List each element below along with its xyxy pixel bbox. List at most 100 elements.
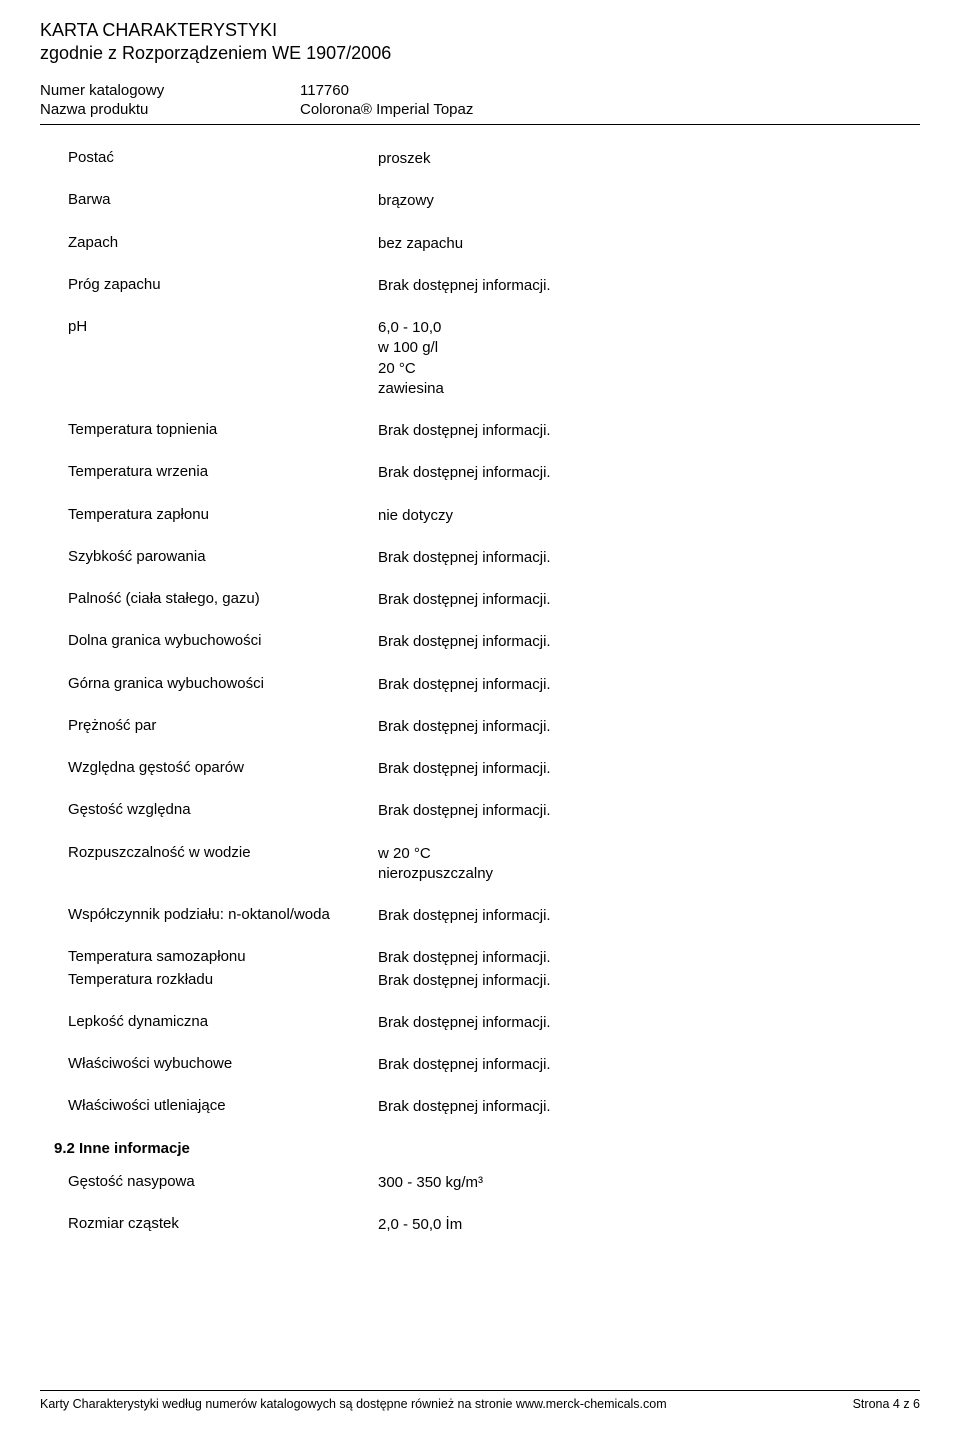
property-row: Barwabrązowy: [40, 191, 920, 211]
property-row: Próg zapachuBrak dostępnej informacji.: [40, 276, 920, 296]
property-value: Brak dostępnej informacji.: [378, 463, 920, 483]
property-row: Górna granica wybuchowościBrak dostępnej…: [40, 675, 920, 695]
property-value-line: proszek: [378, 149, 920, 169]
property-value: bez zapachu: [378, 234, 920, 254]
property-label: Górna granica wybuchowości: [68, 675, 378, 695]
property-value: w 20 °Cnierozpuszczalny: [378, 844, 920, 885]
meta-row-catalog: Numer katalogowy 117760: [40, 82, 920, 99]
property-label: Temperatura wrzenia: [68, 463, 378, 483]
property-value-line: Brak dostępnej informacji.: [378, 759, 920, 779]
property-value-line: Brak dostępnej informacji.: [378, 632, 920, 652]
property-value: Brak dostępnej informacji.: [378, 1055, 920, 1075]
property-row: Współczynnik podziału: n-oktanol/wodaBra…: [40, 906, 920, 926]
property-value-line: Brak dostępnej informacji.: [378, 1055, 920, 1075]
property-value-line: brązowy: [378, 191, 920, 211]
property-value: Brak dostępnej informacji.: [378, 717, 920, 737]
property-row: Temperatura samozapłonuBrak dostępnej in…: [40, 948, 920, 968]
property-value-line: 300 - 350 kg/m³: [378, 1173, 920, 1193]
product-value: Colorona® Imperial Topaz: [300, 101, 920, 118]
property-value-line: Brak dostępnej informacji.: [378, 801, 920, 821]
property-label: Temperatura rozkładu: [68, 971, 378, 991]
property-value-line: Brak dostępnej informacji.: [378, 717, 920, 737]
property-value-line: zawiesina: [378, 379, 920, 399]
property-value-line: Brak dostępnej informacji.: [378, 421, 920, 441]
property-value-line: 2,0 - 50,0 İm: [378, 1215, 920, 1235]
property-row: Właściwości wybuchoweBrak dostępnej info…: [40, 1055, 920, 1075]
property-label: Próg zapachu: [68, 276, 378, 296]
property-row: Palność (ciała stałego, gazu)Brak dostęp…: [40, 590, 920, 610]
property-value-line: bez zapachu: [378, 234, 920, 254]
property-label: Dolna granica wybuchowości: [68, 632, 378, 652]
property-label: Postać: [68, 149, 378, 169]
section-9-2-rows: Gęstość nasypowa300 - 350 kg/m³ Rozmiar c…: [40, 1173, 920, 1236]
page-footer: Karty Charakterystyki według numerów kat…: [40, 1390, 920, 1411]
property-value: 2,0 - 50,0 İm: [378, 1215, 920, 1235]
property-row: Temperatura zapłonunie dotyczy: [40, 506, 920, 526]
property-row: Gęstość względnaBrak dostępnej informacj…: [40, 801, 920, 821]
property-value-line: Brak dostępnej informacji.: [378, 906, 920, 926]
property-value-line: Brak dostępnej informacji.: [378, 971, 920, 991]
property-value-line: 20 °C: [378, 359, 920, 379]
property-value: proszek: [378, 149, 920, 169]
property-label: Rozmiar cząstek: [68, 1215, 378, 1235]
properties-list: Postaćproszek Barwabrązowy Zapachbez zapac…: [40, 149, 920, 1118]
property-value: Brak dostępnej informacji.: [378, 971, 920, 991]
property-row: Temperatura rozkładuBrak dostępnej infor…: [40, 971, 920, 991]
property-value: 6,0 - 10,0w 100 g/l20 °Czawiesina: [378, 318, 920, 399]
property-label: Gęstość względna: [68, 801, 378, 821]
property-value-line: nierozpuszczalny: [378, 864, 920, 884]
property-value: Brak dostępnej informacji.: [378, 759, 920, 779]
property-label: Szybkość parowania: [68, 548, 378, 568]
property-row: Prężność parBrak dostępnej informacji.: [40, 717, 920, 737]
property-label: Współczynnik podziału: n-oktanol/woda: [68, 906, 378, 926]
property-value: Brak dostępnej informacji.: [378, 906, 920, 926]
property-label: Gęstość nasypowa: [68, 1173, 378, 1193]
property-row: Rozpuszczalność w wodziew 20 °Cnierozpus…: [40, 844, 920, 885]
property-row: Postaćproszek: [40, 149, 920, 169]
property-row: Szybkość parowaniaBrak dostępnej informa…: [40, 548, 920, 568]
footer-left: Karty Charakterystyki według numerów kat…: [40, 1397, 667, 1411]
property-value-line: Brak dostępnej informacji.: [378, 948, 920, 968]
section-9-2-heading: 9.2 Inne informacje: [40, 1140, 920, 1157]
property-label: Rozpuszczalność w wodzie: [68, 844, 378, 885]
property-value-line: w 100 g/l: [378, 338, 920, 358]
property-row: Zapachbez zapachu: [40, 234, 920, 254]
property-row: Rozmiar cząstek2,0 - 50,0 İm: [40, 1215, 920, 1235]
property-value: Brak dostępnej informacji.: [378, 590, 920, 610]
property-value: Brak dostępnej informacji.: [378, 421, 920, 441]
property-label: Względna gęstość oparów: [68, 759, 378, 779]
product-label: Nazwa produktu: [40, 101, 300, 118]
property-value-line: nie dotyczy: [378, 506, 920, 526]
catalog-value: 117760: [300, 82, 920, 99]
catalog-label: Numer katalogowy: [40, 82, 300, 99]
property-value-line: 6,0 - 10,0: [378, 318, 920, 338]
meta-block: Numer katalogowy 117760 Nazwa produktu C…: [40, 82, 920, 118]
property-row: Lepkość dynamicznaBrak dostępnej informa…: [40, 1013, 920, 1033]
property-value: Brak dostępnej informacji.: [378, 948, 920, 968]
property-value: Brak dostępnej informacji.: [378, 276, 920, 296]
property-label: Temperatura topnienia: [68, 421, 378, 441]
property-label: Zapach: [68, 234, 378, 254]
property-label: Temperatura samozapłonu: [68, 948, 378, 968]
property-row: Właściwości utleniająceBrak dostępnej in…: [40, 1097, 920, 1117]
property-value: nie dotyczy: [378, 506, 920, 526]
property-row: pH 6,0 - 10,0w 100 g/l20 °Czawiesina: [40, 318, 920, 399]
footer-right: Strona 4 z 6: [853, 1397, 920, 1411]
property-label: pH: [68, 318, 378, 399]
property-value-line: Brak dostępnej informacji.: [378, 590, 920, 610]
property-label: Palność (ciała stałego, gazu): [68, 590, 378, 610]
property-value-line: Brak dostępnej informacji.: [378, 1097, 920, 1117]
property-value: Brak dostępnej informacji.: [378, 801, 920, 821]
property-label: Właściwości utleniające: [68, 1097, 378, 1117]
property-value-line: Brak dostępnej informacji.: [378, 463, 920, 483]
property-value-line: Brak dostępnej informacji.: [378, 1013, 920, 1033]
property-value: 300 - 350 kg/m³: [378, 1173, 920, 1193]
property-label: Właściwości wybuchowe: [68, 1055, 378, 1075]
property-value: Brak dostępnej informacji.: [378, 548, 920, 568]
property-value-line: w 20 °C: [378, 844, 920, 864]
property-value: Brak dostępnej informacji.: [378, 1097, 920, 1117]
property-value: brązowy: [378, 191, 920, 211]
property-label: Barwa: [68, 191, 378, 211]
header-divider: [40, 124, 920, 125]
property-row: Dolna granica wybuchowościBrak dostępnej…: [40, 632, 920, 652]
